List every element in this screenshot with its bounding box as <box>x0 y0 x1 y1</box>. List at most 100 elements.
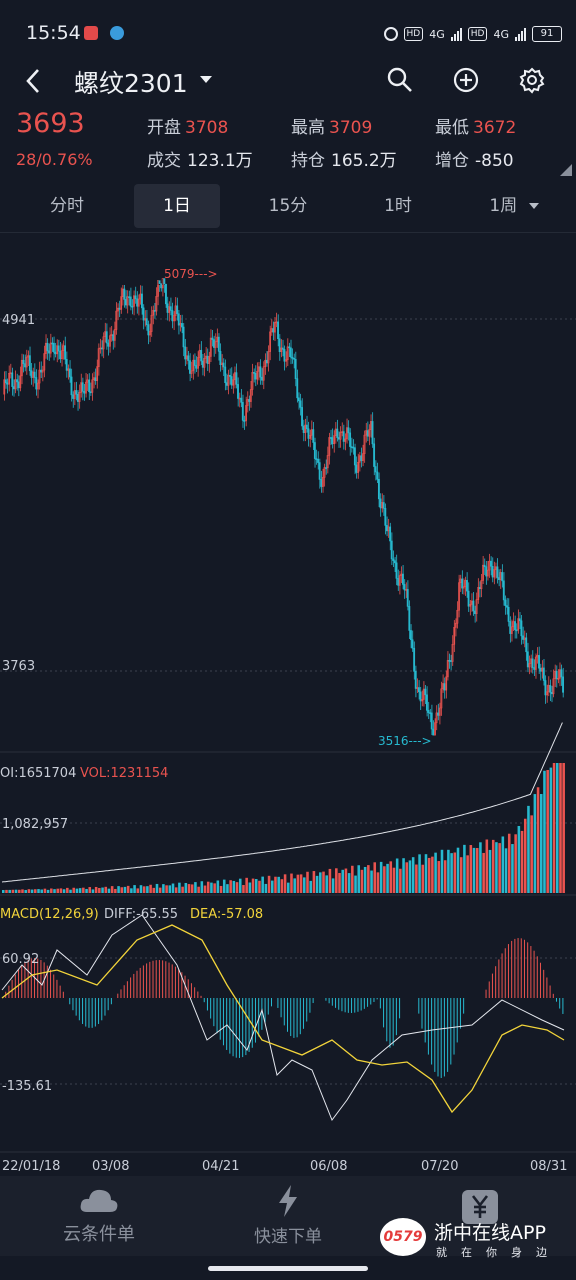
candle-body <box>507 606 510 622</box>
candle-body <box>113 329 116 341</box>
macd-bar <box>123 985 125 998</box>
candle-body <box>283 349 286 362</box>
candle-body <box>309 434 311 439</box>
tab-weekly[interactable]: 1周 <box>462 184 566 228</box>
candle-body <box>131 305 134 308</box>
search-button[interactable] <box>386 66 414 98</box>
volume-bar <box>504 848 508 893</box>
volume-bar <box>354 875 357 893</box>
candle-body <box>512 621 515 628</box>
add-button[interactable] <box>452 66 480 98</box>
volume-bar <box>149 884 152 893</box>
volume-bar <box>344 868 348 893</box>
macd-bar <box>72 998 74 1011</box>
candle-body <box>24 363 26 368</box>
volume-bar <box>453 852 457 893</box>
candle-body <box>387 526 390 532</box>
volume-bar <box>21 889 24 893</box>
signal-icon-2 <box>515 27 526 41</box>
candle-body <box>83 390 86 394</box>
volume-bar <box>94 886 98 893</box>
candle-body <box>560 669 563 678</box>
nav-quick-order[interactable]: 快速下单 <box>248 1184 328 1254</box>
candle-body <box>349 432 352 447</box>
candle-body <box>334 428 337 437</box>
volume-bars <box>2 763 565 893</box>
macd-bar <box>187 979 189 998</box>
volume-bar <box>424 854 428 893</box>
candle-body <box>342 431 345 442</box>
candle-body <box>19 375 22 389</box>
macd-bar <box>514 938 516 998</box>
candle-body <box>539 667 542 672</box>
macd-bar <box>383 998 385 1028</box>
volume-bar <box>485 839 489 893</box>
back-button[interactable] <box>22 66 46 96</box>
oi-change-value: -850 <box>475 151 514 171</box>
last-price: 3693 <box>16 108 85 139</box>
macd-bar <box>50 969 52 998</box>
candle-body <box>408 606 411 631</box>
macd-bar <box>331 998 333 1006</box>
candle-body <box>462 586 465 589</box>
volume-bar <box>456 847 460 893</box>
tab-15min[interactable]: 15分 <box>268 196 308 216</box>
candle-body <box>501 572 504 582</box>
contract-title[interactable]: 螺纹2301 <box>74 69 188 98</box>
candle-body <box>25 356 28 368</box>
volume-bar <box>206 881 210 893</box>
kline-chart[interactable]: 4941 3763 5079---> 3516---> OI:1651704 V… <box>0 233 576 1176</box>
volume-bar <box>98 888 101 893</box>
macd-bar <box>424 998 426 1043</box>
volume-bar <box>347 873 351 893</box>
candle-body <box>48 350 51 354</box>
back-arrow-icon <box>26 69 39 93</box>
candle-body <box>400 573 403 576</box>
home-indicator[interactable] <box>208 1266 368 1271</box>
low-stat: 最低 3672 <box>435 113 516 138</box>
candle-body <box>115 310 118 330</box>
volume-bar <box>501 836 505 893</box>
candle-body <box>132 295 135 307</box>
macd-bar <box>338 998 340 1010</box>
candle-body <box>190 370 193 374</box>
expand-corner-icon[interactable] <box>560 164 572 176</box>
volume-bar <box>165 885 168 893</box>
candle-body <box>450 660 452 662</box>
candle-body <box>198 349 201 358</box>
macd-bar <box>527 942 529 998</box>
nav-trade[interactable] <box>462 1190 498 1224</box>
candle-body <box>544 680 547 696</box>
volume-bar <box>507 833 511 893</box>
candle-body <box>254 372 257 380</box>
open-label: 开盘 <box>147 118 181 138</box>
volume-bar <box>463 844 466 893</box>
macd-bar <box>258 998 260 1037</box>
volume-bar <box>104 886 108 893</box>
tab-hourly[interactable]: 1时 <box>384 196 412 216</box>
volume-bar <box>187 884 191 893</box>
watermark-logo: 0579 <box>380 1218 426 1256</box>
candle-body <box>337 437 340 440</box>
tab-intraday[interactable]: 分时 <box>50 196 84 216</box>
macd-bar <box>200 995 202 998</box>
candle-body <box>221 362 223 365</box>
volume-bar <box>511 844 514 893</box>
volume-bar <box>155 883 159 893</box>
macd-bar <box>168 962 170 998</box>
settings-button[interactable] <box>518 66 546 98</box>
chevron-down-icon[interactable] <box>200 76 212 83</box>
volume-bar <box>559 763 562 893</box>
candle-body <box>28 355 31 372</box>
candle-body <box>411 639 414 649</box>
candle-body <box>451 644 454 662</box>
volume-bar <box>415 864 418 893</box>
macd-bar <box>21 965 23 998</box>
candle-body <box>373 443 376 467</box>
macd-bar <box>386 998 388 1042</box>
nav-cloud-order[interactable]: 云条件单 <box>56 1184 142 1254</box>
candle-body <box>504 599 507 606</box>
candle-body <box>118 307 121 310</box>
tab-daily[interactable]: 1日 <box>134 184 220 228</box>
volume-bar <box>69 889 72 893</box>
